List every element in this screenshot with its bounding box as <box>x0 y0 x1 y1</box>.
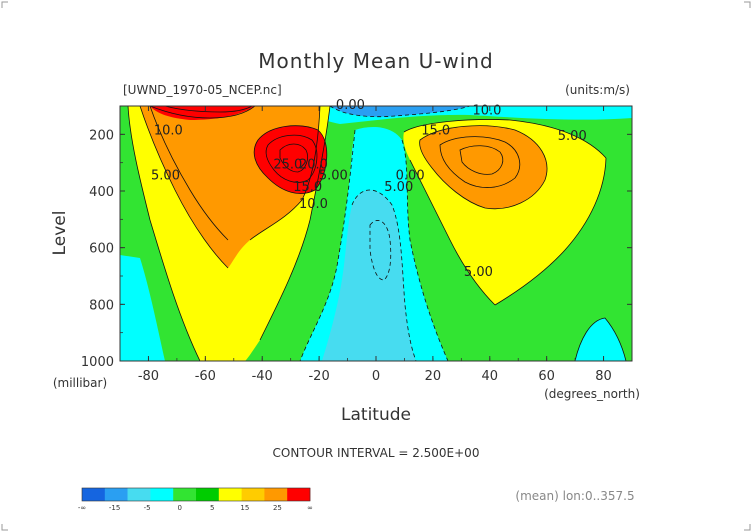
x-tick-label: -80 <box>138 369 159 384</box>
colorbar: -∞ -15 -5 0 5 15 25 ∞ <box>78 487 313 512</box>
x-tick-label: -60 <box>195 369 216 384</box>
contour-label: 10.0 <box>154 123 183 138</box>
filled-contours <box>120 106 632 361</box>
contour-label: 25.0 <box>273 157 302 172</box>
y-tick-label: 1000 <box>81 355 114 370</box>
colorbar-swatch <box>264 488 288 501</box>
contour-label: 15.0 <box>293 180 322 195</box>
contour-label: 5.00 <box>319 169 348 184</box>
contour-label: 15.0 <box>421 123 450 138</box>
colorbar-label: -15 <box>109 504 120 512</box>
chart-title: Monthly Mean U-wind <box>258 49 493 73</box>
colorbar-frame <box>81 487 311 502</box>
y-axis-title: Level <box>50 211 70 256</box>
cyan-region-south-pole <box>120 255 165 361</box>
colorbar-swatch <box>241 488 265 501</box>
dataset-label: [UWND_1970-05_NCEP.nc] <box>123 83 282 97</box>
y-tick-label: 400 <box>89 185 114 200</box>
x-tick-label: 60 <box>538 369 555 384</box>
colorbar-label: 0 <box>177 504 181 512</box>
contour-label: 0.00 <box>336 98 365 113</box>
colorbar-swatch <box>218 488 242 501</box>
y-axis-unit: (millibar) <box>53 376 107 390</box>
contour-interval: CONTOUR INTERVAL = 2.500E+00 <box>273 446 480 460</box>
y-tick-label: 200 <box>89 128 114 143</box>
contour-label: 5.00 <box>558 129 587 144</box>
contour-label: 10.0 <box>472 104 501 119</box>
colorbar-swatch <box>104 488 128 501</box>
y-tick-label: 600 <box>89 242 114 257</box>
blue-region-top <box>330 106 470 117</box>
colorbar-swatch <box>196 488 220 501</box>
contour-label: 5.00 <box>464 265 493 280</box>
colorbar-label: ∞ <box>307 504 313 512</box>
colorbar-label: 25 <box>273 504 282 512</box>
y-tick-label: 800 <box>89 298 114 313</box>
x-axis-title: Latitude <box>341 405 411 425</box>
contour-label: 20.0 <box>299 157 328 172</box>
x-axis: -80 -60 -40 -20 0 20 40 60 80 <box>119 106 633 384</box>
lightblue-region-equator <box>322 190 416 361</box>
red-region-sh-jet <box>254 125 327 194</box>
negative-contour-lines <box>299 106 471 361</box>
colorbar-swatch <box>127 488 151 501</box>
contour-label: 5.00 <box>384 180 413 195</box>
colorbar-label: 15 <box>240 504 249 512</box>
x-tick-label: 80 <box>595 369 612 384</box>
colorbar-label: -∞ <box>78 504 86 512</box>
x-tick-label: -40 <box>252 369 273 384</box>
colorbar-label: -5 <box>144 504 151 512</box>
colorbar-label: 5 <box>210 504 214 512</box>
x-tick-label: 40 <box>482 369 499 384</box>
colorbar-swatch <box>82 488 106 501</box>
contour-label: 5.00 <box>151 169 180 184</box>
x-tick-label: 0 <box>372 369 380 384</box>
x-axis-unit: (degrees_north) <box>544 387 640 401</box>
colorbar-swatch <box>173 488 197 501</box>
x-tick-label: -20 <box>308 369 329 384</box>
red-region-sh-strat <box>150 106 255 120</box>
contour-lines <box>127 106 627 361</box>
colorbar-swatch <box>287 488 311 501</box>
contour-label: 10.0 <box>299 197 328 212</box>
x-tick-label: 20 <box>425 369 442 384</box>
contour-labels: 10.05.0025.020.015.010.05.000.005.000.00… <box>151 98 587 280</box>
contour-label: 0.00 <box>396 169 425 184</box>
cyan-region-right-bottom <box>575 318 626 361</box>
footer-averaging: (mean) lon:0..357.5 <box>515 489 634 503</box>
y-axis: 200 400 600 800 1000 <box>81 105 632 370</box>
colorbar-swatch <box>150 488 174 501</box>
units-label: (units:m/s) <box>565 83 630 97</box>
